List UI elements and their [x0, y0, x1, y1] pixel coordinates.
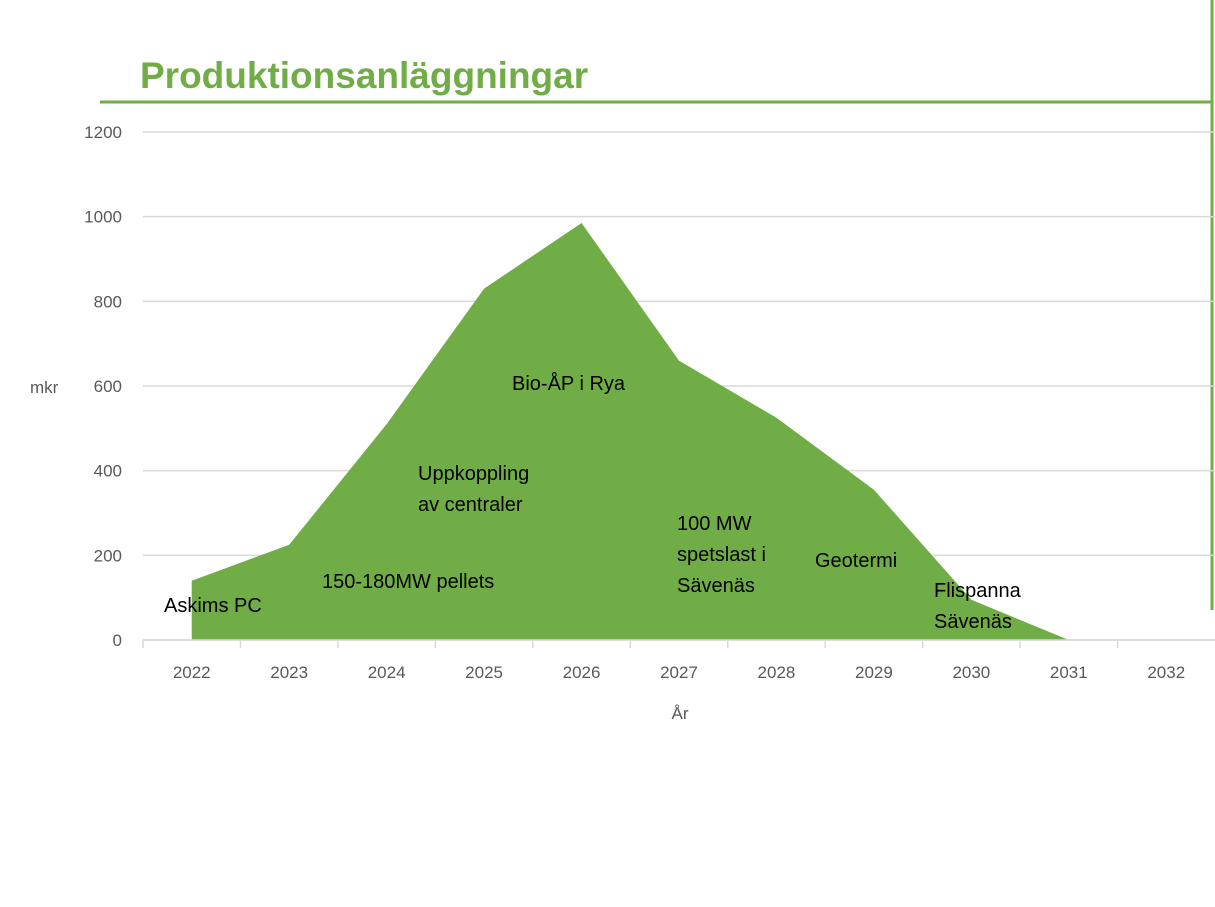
x-tick-label: 2023	[270, 663, 308, 682]
x-tick-label: 2028	[758, 663, 796, 682]
annotation: 100 MW	[677, 513, 752, 535]
x-tick-label: 2030	[952, 663, 990, 682]
x-tick-label: 2024	[368, 663, 406, 682]
annotation: Flispanna	[934, 580, 1022, 602]
annotation: spetslast i	[677, 544, 766, 566]
y-tick-label: 0	[113, 631, 122, 650]
annotation: Uppkoppling	[418, 463, 529, 485]
y-tick-label: 600	[94, 377, 122, 396]
annotation: Askims PC	[164, 595, 262, 617]
annotation: Sävenäs	[677, 575, 755, 597]
x-tick-label: 2026	[563, 663, 601, 682]
y-tick-label: 800	[94, 292, 122, 311]
x-tick-label: 2029	[855, 663, 893, 682]
area	[191, 223, 1069, 640]
annotation: av centraler	[418, 494, 523, 516]
x-tick-label: 2025	[465, 663, 503, 682]
y-tick-label: 400	[94, 462, 122, 481]
x-tick-label: 2027	[660, 663, 698, 682]
x-tick-label: 2022	[173, 663, 211, 682]
annotation: Bio-ÅP i Rya	[512, 372, 626, 395]
annotation: Geotermi	[815, 550, 897, 572]
x-tick-label: 2032	[1147, 663, 1185, 682]
y-tick-label: 200	[94, 546, 122, 565]
annotation: Sävenäs	[934, 611, 1012, 633]
y-tick-label: 1200	[84, 123, 122, 142]
y-axis-label: mkr	[30, 378, 59, 397]
x-axis-label: År	[672, 704, 689, 723]
annotation: 150-180MW pellets	[322, 571, 494, 593]
y-tick-label: 1000	[84, 208, 122, 227]
chart-title: Produktionsanläggningar	[140, 55, 588, 96]
x-tick-label: 2031	[1050, 663, 1088, 682]
